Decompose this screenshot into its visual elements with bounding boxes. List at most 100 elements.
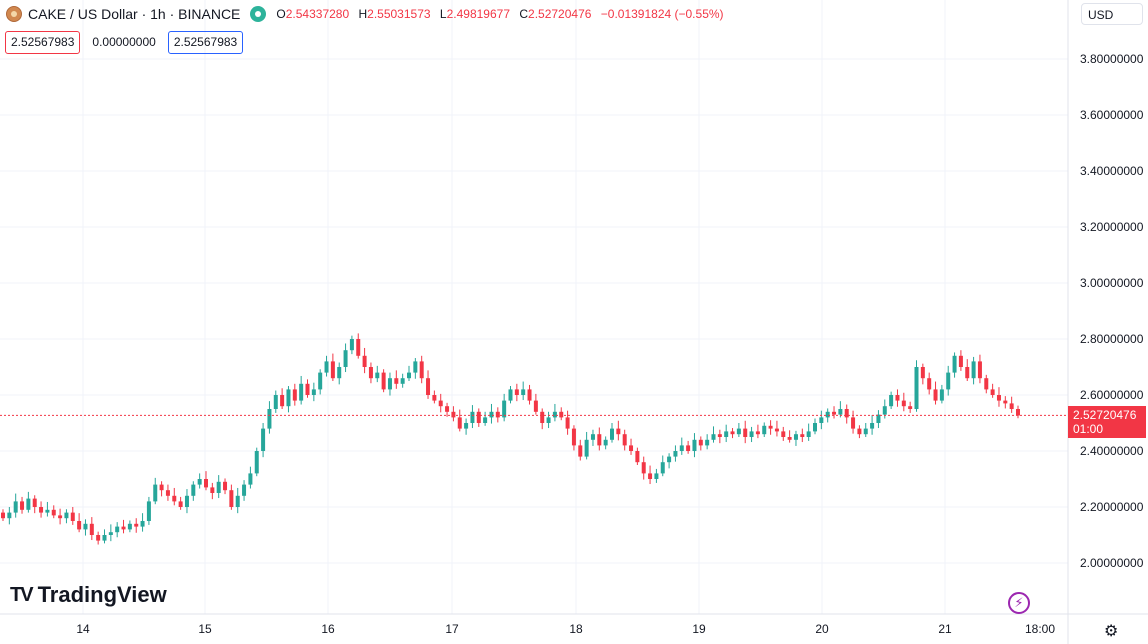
candle-body bbox=[781, 431, 786, 437]
y-tick-label: 2.40000000 bbox=[1080, 444, 1144, 458]
candle-body bbox=[813, 423, 817, 432]
bid-box[interactable]: 2.52567983 bbox=[5, 31, 81, 54]
ohlc-values: O2.54337280 H2.55031573 L2.49819677 C2.5… bbox=[276, 7, 729, 21]
candle-body bbox=[77, 521, 82, 530]
candle-body bbox=[889, 395, 894, 407]
candle-body bbox=[470, 411, 475, 423]
candle-body bbox=[121, 526, 126, 530]
price-axis: 3.80000000 3.60000000 3.40000000 3.20000000… bbox=[1080, 52, 1144, 570]
x-tick-label: 18 bbox=[569, 622, 583, 636]
candle-body bbox=[787, 437, 792, 440]
candle-body bbox=[755, 431, 760, 435]
x-tick-label: 18:00 bbox=[1025, 622, 1055, 636]
candle-body bbox=[495, 411, 500, 418]
candle-body bbox=[432, 395, 437, 401]
x-tick-label: 21 bbox=[938, 622, 952, 636]
candle-body bbox=[990, 389, 995, 395]
candle-body bbox=[381, 372, 386, 390]
candle-body bbox=[508, 389, 513, 401]
last-price-tag: 2.52720476 01:00 bbox=[1068, 406, 1146, 438]
tradingview-logo[interactable]: TV TradingView bbox=[10, 582, 167, 608]
candle-body bbox=[451, 411, 456, 418]
candle-body bbox=[521, 389, 526, 395]
symbol-title[interactable]: CAKE / US Dollar · 1h · BINANCE bbox=[28, 6, 241, 22]
candle-body bbox=[242, 484, 247, 496]
open-value: 2.54337280 bbox=[285, 7, 350, 21]
candle-body bbox=[356, 339, 361, 356]
candle-body bbox=[730, 431, 735, 435]
candle-body bbox=[552, 411, 557, 418]
candle-body bbox=[413, 361, 418, 373]
candle-body bbox=[571, 428, 576, 446]
candle-body bbox=[108, 532, 113, 535]
countdown-value: 01:00 bbox=[1073, 422, 1104, 436]
low-value: 2.49819677 bbox=[446, 7, 510, 21]
candle-body bbox=[254, 451, 259, 474]
candle-body bbox=[876, 414, 881, 423]
candle-body bbox=[717, 434, 722, 437]
candle-body bbox=[819, 417, 824, 423]
candle-body bbox=[749, 431, 754, 437]
candle-body bbox=[667, 456, 672, 463]
candle-body bbox=[533, 400, 538, 412]
candle-body bbox=[343, 350, 348, 367]
candle-body bbox=[229, 490, 234, 507]
x-tick-label: 15 bbox=[198, 622, 212, 636]
candle-body bbox=[45, 509, 50, 513]
candle-body bbox=[286, 389, 291, 407]
candle-body bbox=[464, 423, 469, 429]
candle-body bbox=[32, 498, 37, 507]
candle-body bbox=[197, 479, 202, 485]
candle-body bbox=[58, 515, 63, 519]
candle-body bbox=[178, 501, 183, 507]
time-axis: 14 15 16 17 18 19 20 21 18:00 bbox=[76, 622, 1055, 636]
candle-body bbox=[901, 400, 906, 407]
candle-body bbox=[971, 361, 976, 379]
candle-body bbox=[159, 484, 164, 491]
candle-body bbox=[13, 501, 18, 513]
ask-box[interactable]: 2.52567983 bbox=[167, 31, 244, 54]
candle-body bbox=[191, 484, 196, 496]
y-tick-label: 3.40000000 bbox=[1080, 164, 1144, 178]
candle-body bbox=[1009, 403, 1014, 409]
candle-body bbox=[946, 372, 951, 390]
candle-body bbox=[375, 372, 380, 379]
candle-body bbox=[457, 417, 462, 429]
candle-body bbox=[895, 395, 900, 401]
candle-body bbox=[838, 409, 843, 415]
candle-body bbox=[939, 389, 944, 401]
bid-ask-boxes: 2.52567983 0.00000000 2.52567983 bbox=[5, 31, 244, 54]
candle-body bbox=[870, 423, 875, 429]
candle-body bbox=[299, 383, 304, 401]
candle-body bbox=[204, 479, 208, 488]
symbol-legend: CAKE / US Dollar · 1h · BINANCE O2.54337… bbox=[6, 6, 730, 22]
candle-body bbox=[489, 411, 494, 418]
currency-selector[interactable]: USD bbox=[1081, 3, 1143, 25]
brand-text: TradingView bbox=[37, 582, 167, 607]
candle-body bbox=[20, 501, 25, 510]
candle-body bbox=[654, 473, 659, 479]
candle-body bbox=[793, 434, 798, 440]
lightning-icon[interactable]: ⚡ bbox=[1008, 592, 1030, 614]
eye-icon[interactable] bbox=[250, 6, 267, 22]
candle-body bbox=[673, 451, 678, 457]
candle-body bbox=[832, 411, 837, 415]
candle-body bbox=[127, 523, 132, 530]
candle-body bbox=[235, 495, 240, 507]
candle-body bbox=[857, 428, 862, 435]
candle-body bbox=[565, 417, 570, 429]
gear-icon[interactable]: ⚙ bbox=[1104, 623, 1119, 640]
candle-body bbox=[578, 445, 583, 457]
candle-body bbox=[337, 367, 342, 379]
candle-body bbox=[800, 434, 805, 437]
candle-body bbox=[438, 400, 443, 407]
candle-body bbox=[882, 406, 887, 415]
candle-body bbox=[368, 367, 373, 379]
candle-body bbox=[648, 473, 653, 479]
candle-body bbox=[292, 389, 297, 401]
candle-body bbox=[933, 389, 938, 401]
candle-body bbox=[394, 378, 399, 384]
candle-body bbox=[1, 512, 5, 519]
candle-body bbox=[248, 473, 253, 485]
